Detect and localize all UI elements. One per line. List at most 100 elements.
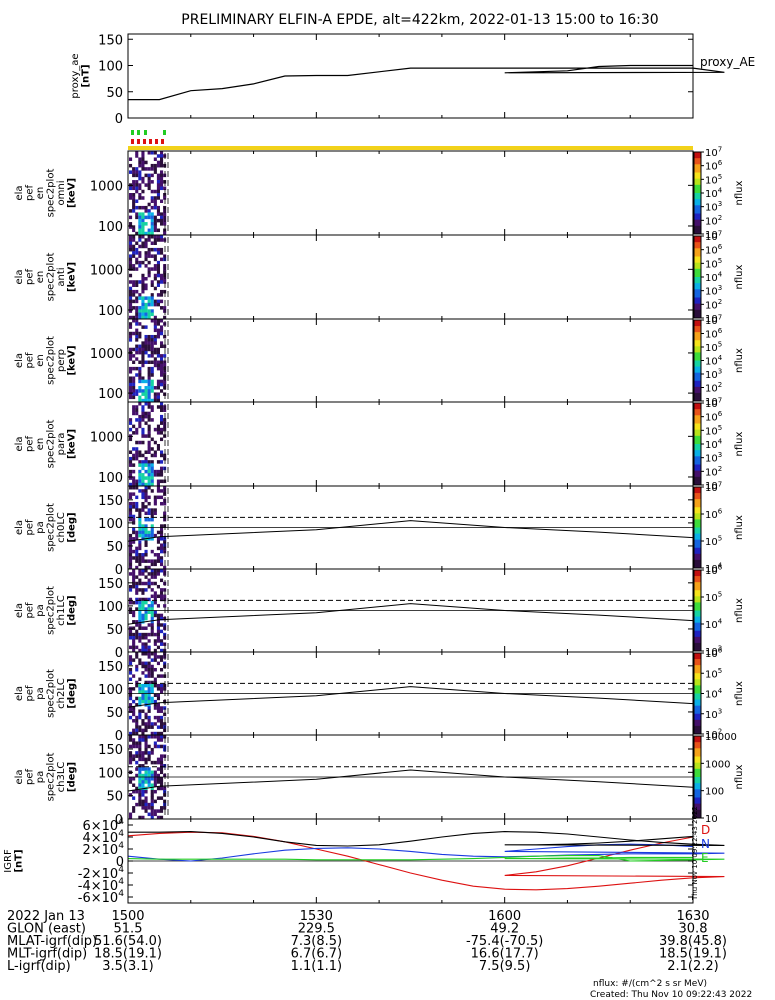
heatmap-cell — [160, 299, 164, 304]
heatmap-cell — [141, 636, 145, 640]
status-marker-red — [149, 139, 152, 144]
heatmap-cell — [160, 402, 164, 406]
status-marker-red — [137, 139, 140, 144]
heatmap-cell — [141, 671, 145, 675]
heatmap-cell — [141, 466, 145, 471]
colorbar-segment — [694, 642, 701, 646]
heatmap-cell — [153, 495, 157, 500]
heatmap-cell — [160, 556, 164, 560]
heatmap-cell — [132, 453, 136, 458]
heatmap-cell — [132, 431, 136, 435]
heatmap-cell — [144, 209, 148, 213]
heatmap-cell — [132, 186, 136, 191]
heatmap-cell — [150, 212, 154, 216]
heatmap-cell — [135, 786, 139, 791]
heatmap-cell — [156, 334, 160, 339]
heatmap-cell — [156, 209, 160, 213]
heatmap-cell — [153, 559, 157, 563]
colorbar-tick-label: 106 — [705, 564, 723, 578]
heatmap-cell — [135, 715, 139, 720]
heatmap-cell — [144, 398, 148, 403]
heatmap-cell — [129, 456, 133, 461]
heatmap-cell — [141, 731, 145, 736]
y-axis-label: ela pef pa spec2plot ch3LC [deg] — [14, 753, 78, 802]
heatmap-cell — [156, 530, 160, 535]
heatmap-cell — [129, 751, 133, 755]
heatmap-cell — [135, 267, 139, 271]
heatmap-cell — [135, 588, 139, 592]
heatmap-cell — [160, 722, 164, 726]
colorbar-segment — [694, 170, 701, 173]
colorbar-segment — [694, 600, 701, 603]
colorbar-segment — [694, 813, 701, 817]
heatmap-cell — [132, 578, 136, 583]
heatmap-cell — [141, 735, 145, 739]
colorbar-segment — [694, 596, 701, 599]
heatmap-cell — [129, 543, 133, 547]
colorbar-segment — [694, 795, 701, 798]
heatmap-cell — [141, 344, 145, 349]
colorbar-segment — [694, 610, 701, 614]
heatmap-cell — [141, 719, 145, 723]
colorbar-segment — [694, 372, 701, 376]
heatmap-cell — [141, 431, 145, 435]
heatmap-cell — [144, 789, 148, 794]
colorbar-segment — [694, 346, 701, 349]
heatmap-cell — [160, 344, 164, 349]
y-axis-label-line: pef — [24, 436, 35, 453]
heatmap-cell — [129, 815, 133, 820]
y-axis-label-line: ela — [14, 520, 25, 535]
heatmap-cell — [144, 334, 148, 339]
heatmap-cell — [153, 302, 157, 307]
heatmap-cell — [132, 180, 136, 184]
heatmap-cell — [163, 270, 167, 275]
heatmap-cell — [144, 222, 148, 226]
heatmap-cell — [144, 613, 148, 618]
heatmap-cell — [156, 639, 160, 643]
heatmap-cell — [150, 610, 154, 614]
heatmap-cell — [150, 690, 154, 694]
heatmap-cell — [144, 809, 148, 813]
colorbar-segment — [694, 176, 701, 180]
heatmap-cell — [150, 809, 154, 813]
heatmap-cell — [147, 623, 151, 627]
heatmap-cell — [160, 613, 164, 618]
colorbar-segment — [694, 588, 701, 591]
heatmap-cell — [138, 389, 142, 393]
colorbar-segment — [694, 209, 701, 212]
heatmap-cell — [153, 741, 157, 745]
heatmap-cell — [153, 597, 157, 602]
heatmap-cell — [132, 405, 136, 409]
heatmap-cell — [147, 661, 151, 666]
heatmap-cell — [153, 299, 157, 304]
heatmap-cell — [138, 677, 142, 682]
heatmap-cell — [138, 690, 142, 694]
colorbar-segment — [694, 766, 701, 770]
heatmap-cell — [153, 812, 157, 817]
heatmap-cell — [156, 173, 160, 178]
heatmap-cell — [147, 607, 151, 611]
heatmap-cell — [163, 806, 167, 810]
heatmap-cell — [141, 160, 145, 165]
status-marker-red — [161, 139, 164, 144]
heatmap-cell — [129, 537, 133, 541]
heatmap-cell — [141, 767, 145, 771]
y-axis-label-line: en — [35, 187, 46, 200]
colorbar-segment — [694, 636, 701, 640]
heatmap-cell — [141, 354, 145, 358]
heatmap-cell — [156, 328, 160, 333]
heatmap-cell — [141, 505, 145, 509]
heatmap-cell — [141, 597, 145, 602]
heatmap-cell — [147, 719, 151, 723]
colorbar-segment — [694, 320, 701, 323]
heatmap-cell — [129, 338, 133, 342]
heatmap-cell — [147, 235, 151, 239]
colorbar-segment — [694, 602, 701, 605]
heatmap-cell — [135, 319, 139, 323]
heatmap-cell — [163, 280, 167, 284]
heatmap-cell — [147, 806, 151, 810]
colorbar-segment — [694, 330, 701, 333]
heatmap-cell — [144, 379, 148, 384]
